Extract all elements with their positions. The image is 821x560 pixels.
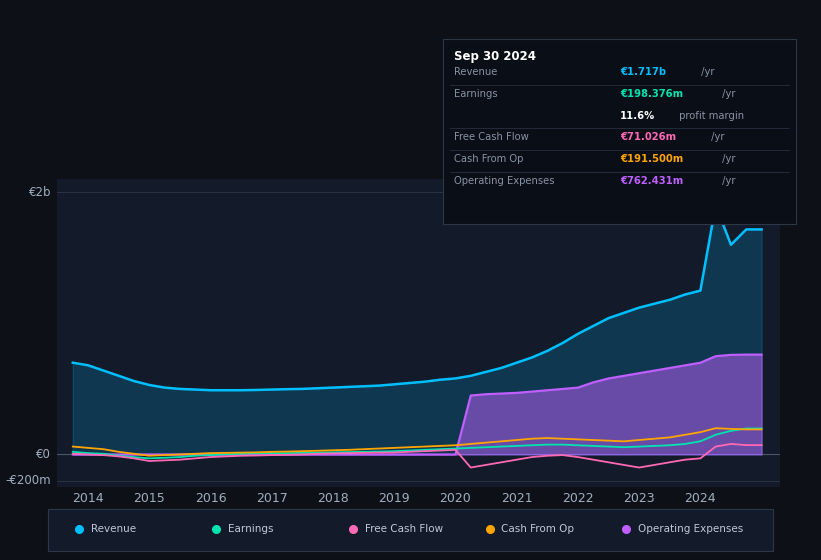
Text: Revenue: Revenue <box>454 67 498 77</box>
Text: Free Cash Flow: Free Cash Flow <box>454 132 529 142</box>
Text: €191.500m: €191.500m <box>620 154 683 164</box>
Text: Operating Expenses: Operating Expenses <box>638 524 743 534</box>
Text: -€200m: -€200m <box>6 474 52 487</box>
Text: €71.026m: €71.026m <box>620 132 676 142</box>
Text: /yr: /yr <box>718 88 735 99</box>
Text: /yr: /yr <box>709 132 725 142</box>
Text: Free Cash Flow: Free Cash Flow <box>365 524 443 534</box>
FancyBboxPatch shape <box>48 508 773 551</box>
Text: 11.6%: 11.6% <box>620 110 655 120</box>
Text: €0: €0 <box>36 448 52 461</box>
Text: Earnings: Earnings <box>454 88 498 99</box>
Text: /yr: /yr <box>698 67 714 77</box>
Text: €2b: €2b <box>29 186 52 199</box>
Text: €1.717b: €1.717b <box>620 67 666 77</box>
Text: profit margin: profit margin <box>677 110 745 120</box>
Text: €198.376m: €198.376m <box>620 88 683 99</box>
Text: Sep 30 2024: Sep 30 2024 <box>454 50 536 63</box>
Text: €762.431m: €762.431m <box>620 176 683 186</box>
Text: Cash From Op: Cash From Op <box>502 524 575 534</box>
Text: Revenue: Revenue <box>91 524 136 534</box>
Text: Operating Expenses: Operating Expenses <box>454 176 554 186</box>
Text: Cash From Op: Cash From Op <box>454 154 523 164</box>
Text: /yr: /yr <box>718 176 735 186</box>
FancyBboxPatch shape <box>443 39 796 224</box>
Text: /yr: /yr <box>718 154 735 164</box>
Text: Earnings: Earnings <box>228 524 273 534</box>
